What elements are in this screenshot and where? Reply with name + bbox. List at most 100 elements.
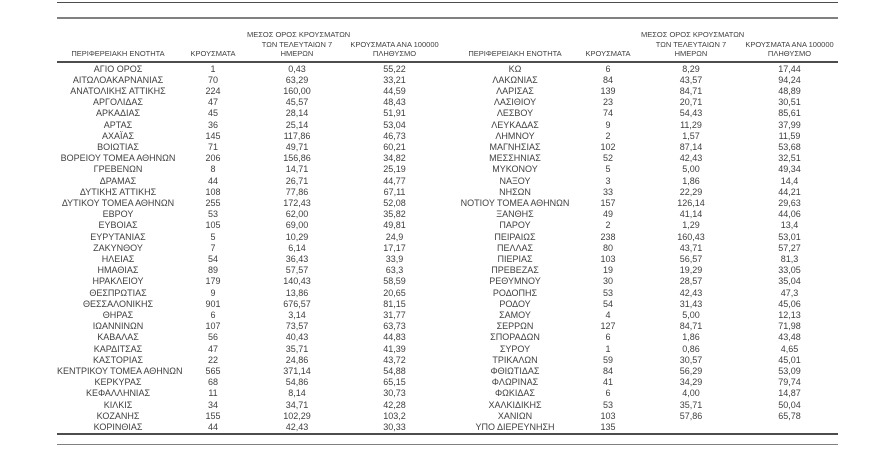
table-row: ΦΘΙΩΤΙΔΑΣ 84 56,29 53,09 [455, 366, 838, 377]
cases-cell: 59 [602, 354, 613, 365]
table-row: ΒΟΙΩΤΙΑΣ 71 49,71 60,21 [57, 142, 442, 153]
per100k-cell: 33,9 [385, 253, 404, 264]
cases-cell: 2 [605, 220, 611, 231]
avg7-cell: 87,14 [679, 141, 703, 152]
region-cell: ΜΥΚΟΝΟΥ [492, 164, 538, 175]
cases-cell: 135 [600, 422, 616, 432]
region-cell: ΑΡΓΟΛΙΔΑΣ [93, 97, 143, 108]
avg7-cell: 1,57 [682, 130, 700, 141]
cases-cell: 107 [205, 321, 221, 332]
per100k-cell: 94,24 [778, 74, 801, 85]
table-header-left: ΠΕΡΙΦΕΡΕΙΑΚΗ ΕΝΟΤΗΤΑ ΚΡΟΥΣΜΑΤΑ ΜΕΣΟΣ ΟΡΟ… [57, 30, 442, 62]
region-cell: ΑΝΑΤΟΛΙΚΗΣ ΑΤΤΙΚΗΣ [70, 85, 166, 96]
per100k-cell [741, 422, 838, 433]
header-avg7-line1: ΜΕΣΟΣ ΟΡΟΣ ΚΡΟΥΣΜΑΤΩΝ [247, 30, 351, 39]
table-row: ΕΥΡΥΤΑΝΙΑΣ 5 10,29 24,9 [57, 232, 442, 243]
per100k-cell: 14,87 [778, 388, 801, 399]
cases-cell: 44 [207, 422, 218, 432]
table-row: ΔΥΤΙΚΟΥ ΤΟΜΕΑ ΑΘΗΝΩΝ 255 172,43 52,08 [57, 198, 442, 209]
cases-cell: 45 [207, 108, 218, 119]
region-cell: ΛΑΣΙΘΙΟΥ [493, 97, 537, 108]
cases-cell: 54 [602, 298, 613, 309]
avg7-cell: 117,86 [283, 130, 311, 141]
per100k-cell: 41,39 [383, 343, 406, 354]
per100k-cell: 53,04 [383, 119, 406, 130]
region-cell: ΤΡΙΚΑΛΩΝ [492, 354, 538, 365]
avg7-cell: 371,14 [283, 365, 311, 376]
avg7-cell: 172,43 [283, 197, 311, 208]
table-row: ΛΑΣΙΘΙΟΥ 23 20,71 30,51 [455, 97, 838, 108]
region-cell: ΖΑΚΥΝΘΟΥ [93, 242, 143, 253]
table-row: ΣΕΡΡΩΝ 127 84,71 71,98 [455, 321, 838, 332]
table-row: ΛΗΜΝΟΥ 2 1,57 11,59 [455, 131, 838, 142]
table-row: ΝΑΞΟΥ 3 1,86 14,4 [455, 176, 838, 187]
per100k-cell: 53,09 [778, 365, 801, 376]
cases-cell: 565 [205, 365, 221, 376]
cases-cell: 7 [210, 242, 216, 253]
cases-cell: 89 [207, 265, 218, 276]
region-cell: ΘΕΣΠΡΩΤΙΑΣ [89, 287, 147, 298]
avg7-cell: 28,14 [285, 108, 309, 119]
region-cell: ΚΟΡΙΝΘΙΑΣ [93, 422, 143, 432]
table-row: ΒΟΡΕΙΟΥ ΤΟΜΕΑ ΑΘΗΝΩΝ 206 156,86 34,82 [57, 153, 442, 164]
table-row: ΖΑΚΥΝΘΟΥ 7 6,14 17,17 [57, 243, 442, 254]
per100k-cell: 30,51 [778, 97, 801, 108]
table-row: ΑΝΑΤΟΛΙΚΗΣ ΑΤΤΙΚΗΣ 224 160,00 44,59 [57, 86, 442, 97]
table-row: ΝΗΣΩΝ 33 22,29 44,21 [455, 187, 838, 198]
cases-cell: 9 [605, 119, 611, 130]
top-rule-thin [57, 2, 838, 3]
cases-cell: 238 [600, 231, 616, 242]
per100k-cell: 50,04 [778, 399, 801, 410]
cases-cell: 23 [602, 97, 613, 108]
per100k-cell: 35,82 [383, 209, 406, 220]
region-cell: ΔΥΤΙΚΟΥ ΤΟΜΕΑ ΑΘΗΝΩΝ [61, 197, 175, 208]
region-cell: ΦΛΩΡΙΝΑΣ [491, 377, 539, 388]
avg7-cell: 40,43 [285, 332, 309, 343]
table-row: ΥΠΟ ΔΙΕΡΕΥΝΗΣΗ 135 [455, 422, 838, 433]
table-row: ΤΡΙΚΑΛΩΝ 59 30,57 45,01 [455, 355, 838, 366]
table-row: ΧΑΛΚΙΔΙΚΗΣ 53 35,71 50,04 [455, 400, 838, 411]
table-row: ΡΟΔΟΥ 54 31,43 45,06 [455, 299, 838, 310]
header-per100k-line1: ΚΡΟΥΣΜΑΤΑ ΑΝΑ 100000 [745, 39, 834, 49]
avg7-cell: 57,57 [285, 265, 309, 276]
per100k-cell: 55,22 [383, 63, 406, 74]
cases-cell: 53 [602, 287, 613, 298]
per100k-cell: 81,3 [780, 253, 799, 264]
per100k-cell: 20,65 [383, 287, 406, 298]
table-body-left: ΑΓΙΟ ΟΡΟΣ 1 0,43 55,22 ΑΙΤΩΛΟΑΚΑΡΝΑΝΙΑΣ 70 63,… [57, 62, 442, 434]
cases-cell: 6 [605, 388, 611, 399]
table-row: ΔΥΤΙΚΗΣ ΑΤΤΙΚΗΣ 108 77,86 67,11 [57, 187, 442, 198]
per100k-cell: 47,3 [780, 287, 799, 298]
header-per100k: ΚΡΟΥΣΜΑΤΑ ΑΝΑ 100000 ΠΛΗΘΥΣΜΟ [347, 30, 442, 62]
region-cell: ΒΟΙΩΤΙΑΣ [97, 141, 139, 152]
table-row: ΚΩ 6 8,29 17,44 [455, 62, 838, 75]
per100k-cell: 11,59 [778, 130, 801, 141]
avg7-cell: 63,29 [285, 74, 309, 85]
table-row: ΚΕΦΑΛΛΗΝΙΑΣ 11 8,14 30,73 [57, 388, 442, 399]
avg7-cell: 25,14 [285, 119, 309, 130]
per100k-cell: 60,21 [383, 141, 406, 152]
table-row: ΕΥΒΟΙΑΣ 105 69,00 49,81 [57, 220, 442, 231]
cases-cell: 34 [207, 399, 218, 410]
cases-cell: 103 [600, 253, 616, 264]
avg7-cell: 160,43 [677, 231, 705, 242]
cases-cell: 41 [602, 377, 613, 388]
avg7-cell: 42,43 [285, 422, 309, 432]
region-cell: ΚΑΣΤΟΡΙΑΣ [93, 354, 143, 365]
header-avg7: ΜΕΣΟΣ ΟΡΟΣ ΚΡΟΥΣΜΑΤΩΝ ΤΩΝ ΤΕΛΕΥΤΑΙΩΝ 7 Η… [641, 30, 744, 62]
region-cell: ΛΑΚΩΝΙΑΣ [492, 74, 538, 85]
region-cell: ΡΟΔΟΥ [499, 298, 531, 309]
per100k-cell: 48,89 [778, 85, 801, 96]
avg7-cell: 19,29 [679, 265, 703, 276]
avg7-cell: 3,14 [288, 309, 306, 320]
region-cell: ΥΠΟ ΔΙΕΡΕΥΝΗΣΗ [475, 422, 555, 432]
table-row: ΣΑΜΟΥ 4 5,00 12,13 [455, 310, 838, 321]
region-cell: ΛΗΜΝΟΥ [495, 130, 535, 141]
table-row: ΜΥΚΟΝΟΥ 5 5,00 49,34 [455, 164, 838, 175]
header-cases: ΚΡΟΥΣΜΑΤΑ [190, 49, 236, 58]
cases-cell: 4 [605, 309, 611, 320]
avg7-cell: 31,43 [679, 298, 703, 309]
cases-cell: 30 [602, 276, 613, 287]
per100k-cell: 65,15 [383, 377, 406, 388]
avg7-cell: 56,57 [679, 253, 703, 264]
